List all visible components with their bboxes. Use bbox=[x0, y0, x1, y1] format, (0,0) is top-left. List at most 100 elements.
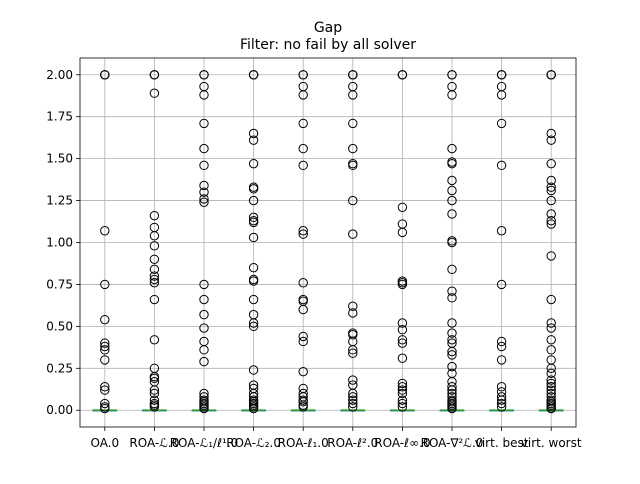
outlier-point bbox=[100, 385, 110, 395]
outlier-point bbox=[348, 229, 358, 239]
outlier-point bbox=[546, 385, 556, 395]
chart-subtitle: Filter: no fail by all solver bbox=[240, 37, 416, 53]
outlier-point bbox=[248, 217, 259, 228]
outlier-point bbox=[546, 323, 556, 333]
y-tick-label: 1.50 bbox=[46, 152, 73, 166]
outlier-point bbox=[298, 226, 308, 236]
outlier-point bbox=[447, 70, 457, 80]
outlier-point bbox=[248, 232, 259, 243]
outlier-point bbox=[100, 279, 110, 290]
outlier-point bbox=[298, 402, 308, 412]
outlier-point bbox=[199, 70, 209, 80]
outlier-point bbox=[447, 403, 457, 414]
x-tick-label: OA.0 bbox=[90, 436, 119, 450]
outlier-point bbox=[546, 294, 556, 305]
outlier-point bbox=[149, 210, 160, 221]
outlier-point bbox=[248, 70, 259, 80]
outlier-point bbox=[149, 335, 160, 345]
outlier-point bbox=[149, 254, 160, 264]
outlier-point bbox=[546, 195, 556, 206]
outlier-point bbox=[447, 143, 457, 154]
outlier-point bbox=[199, 143, 209, 154]
x-tick-label: ROA-ℓ∞.0 bbox=[374, 436, 430, 450]
outlier-point bbox=[348, 308, 358, 318]
outlier-point bbox=[149, 70, 160, 80]
outlier-point bbox=[348, 70, 358, 80]
outlier-point bbox=[298, 118, 308, 129]
x-tick-label: ROA-ℓ₁.0 bbox=[278, 436, 329, 450]
outlier-point bbox=[149, 278, 160, 288]
outlier-point bbox=[447, 209, 457, 219]
outlier-point bbox=[100, 70, 110, 80]
outlier-point bbox=[447, 385, 457, 395]
outlier-point bbox=[248, 318, 259, 328]
outlier-point bbox=[298, 143, 308, 154]
outlier-point bbox=[447, 293, 457, 303]
outlier-point bbox=[149, 385, 160, 395]
outlier-point bbox=[397, 335, 408, 345]
outlier-point bbox=[348, 392, 358, 402]
outlier-point bbox=[248, 262, 259, 273]
chart-title: Gap bbox=[314, 20, 342, 36]
outlier-point bbox=[348, 143, 358, 154]
outlier-point bbox=[298, 336, 308, 347]
outlier-point bbox=[248, 294, 259, 305]
outlier-point bbox=[100, 314, 110, 325]
x-tick-label: virt. worst bbox=[521, 436, 582, 450]
outlier-point bbox=[199, 194, 209, 204]
outlier-point bbox=[298, 366, 308, 377]
outlier-point bbox=[546, 318, 556, 328]
x-tick-label: virt. best bbox=[475, 436, 529, 450]
outlier-point bbox=[149, 264, 160, 275]
outlier-point bbox=[348, 398, 358, 409]
outlier-point bbox=[447, 346, 457, 357]
outlier-point bbox=[546, 335, 556, 345]
outlier-point bbox=[447, 318, 457, 328]
outlier-point bbox=[248, 365, 259, 375]
outlier-point bbox=[199, 309, 209, 320]
outlier-point bbox=[248, 403, 259, 414]
outlier-point bbox=[199, 160, 209, 171]
outlier-point bbox=[149, 402, 160, 412]
outlier-point bbox=[447, 175, 457, 186]
outlier-point bbox=[546, 185, 556, 196]
outlier-point bbox=[546, 378, 556, 389]
outlier-point bbox=[546, 403, 556, 414]
outlier-point bbox=[199, 187, 209, 197]
outlier-point bbox=[298, 229, 308, 239]
outlier-point bbox=[397, 395, 408, 405]
outlier-point bbox=[100, 382, 110, 392]
outlier-point bbox=[348, 195, 358, 206]
x-tick-label: ROA-ℒ₁/ℓ¹.0 bbox=[170, 436, 239, 450]
outlier-point bbox=[100, 338, 110, 348]
outlier-point bbox=[447, 382, 457, 392]
outlier-point bbox=[397, 385, 408, 395]
box-marks bbox=[92, 70, 564, 414]
outlier-point bbox=[149, 395, 160, 405]
outlier-point bbox=[496, 355, 507, 365]
outlier-point bbox=[397, 353, 408, 363]
x-tick-label: ROA-ℒ.0 bbox=[129, 436, 179, 450]
outlier-point bbox=[348, 301, 358, 311]
outlier-point bbox=[348, 402, 358, 412]
outlier-point bbox=[447, 195, 457, 206]
outlier-point bbox=[397, 227, 408, 238]
plot-frame bbox=[79, 57, 577, 428]
outlier-point bbox=[248, 158, 259, 169]
outlier-point bbox=[397, 318, 408, 328]
outlier-point bbox=[546, 382, 556, 392]
outlier-point bbox=[397, 402, 408, 412]
outlier-point bbox=[298, 70, 308, 80]
outlier-point bbox=[100, 345, 110, 355]
axes: 0.00 0.25 0.50 0.75 1.00 1.25 1.50 1.75 2.00 OA.0… bbox=[46, 57, 582, 450]
outlier-point bbox=[199, 279, 209, 290]
outlier-point bbox=[397, 338, 408, 348]
y-tick-label: 1.75 bbox=[46, 110, 73, 124]
outlier-point bbox=[100, 355, 110, 365]
outlier-point bbox=[447, 335, 457, 345]
outlier-point bbox=[348, 375, 358, 385]
outlier-point bbox=[447, 350, 457, 360]
outlier-point bbox=[149, 241, 160, 251]
